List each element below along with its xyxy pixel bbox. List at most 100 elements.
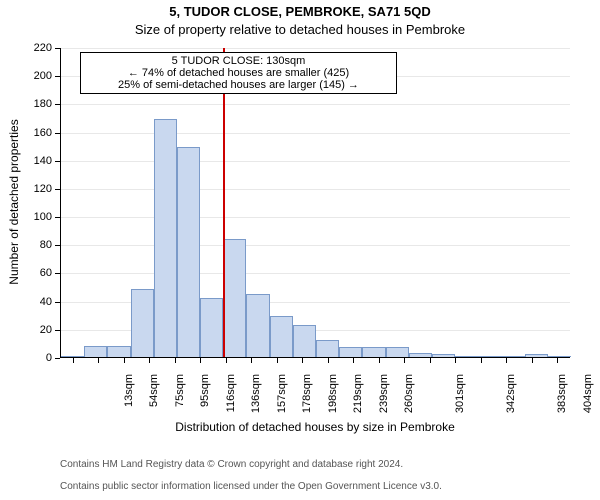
x-tick-label: 198sqm xyxy=(327,374,339,434)
histogram-bar xyxy=(501,356,524,357)
y-axis-label: Number of detached properties xyxy=(7,47,21,357)
x-tick-label: 75sqm xyxy=(174,374,186,434)
y-tick xyxy=(55,245,60,246)
y-tick-label: 20 xyxy=(0,324,52,336)
histogram-bar xyxy=(362,347,385,357)
y-tick xyxy=(55,189,60,190)
x-tick-label: 404sqm xyxy=(582,374,594,434)
x-tick xyxy=(149,358,150,363)
x-tick xyxy=(175,358,176,363)
gridline xyxy=(61,104,570,105)
x-tick-label: 95sqm xyxy=(199,374,211,434)
y-tick xyxy=(55,76,60,77)
histogram-bar xyxy=(84,346,107,357)
x-tick xyxy=(73,358,74,363)
footer-attribution: Contains HM Land Registry data © Crown c… xyxy=(60,448,442,492)
annotation-box: 5 TUDOR CLOSE: 130sqm← 74% of detached h… xyxy=(80,52,396,94)
x-tick-label: 301sqm xyxy=(454,374,466,434)
y-tick-label: 120 xyxy=(0,183,52,195)
gridline xyxy=(61,245,570,246)
histogram-bar xyxy=(386,347,409,357)
x-tick-label: 13sqm xyxy=(123,374,135,434)
x-tick xyxy=(455,358,456,363)
x-tick xyxy=(328,358,329,363)
histogram-bar xyxy=(548,356,571,357)
y-tick xyxy=(55,217,60,218)
x-tick xyxy=(557,358,558,363)
histogram-plot xyxy=(60,48,570,358)
histogram-bar xyxy=(455,356,478,357)
gridline xyxy=(61,217,570,218)
histogram-bar xyxy=(478,356,501,357)
y-tick-label: 180 xyxy=(0,98,52,110)
histogram-bar xyxy=(200,298,223,357)
x-tick xyxy=(251,358,252,363)
footer-line-1: Contains HM Land Registry data © Crown c… xyxy=(60,459,403,470)
marker-line xyxy=(223,48,225,357)
y-tick-label: 80 xyxy=(0,239,52,251)
y-tick xyxy=(55,302,60,303)
x-tick xyxy=(200,358,201,363)
y-tick-label: 160 xyxy=(0,127,52,139)
histogram-bar xyxy=(177,147,200,357)
y-tick xyxy=(55,330,60,331)
x-tick-label: 219sqm xyxy=(352,374,364,434)
x-tick xyxy=(124,358,125,363)
y-tick-label: 40 xyxy=(0,296,52,308)
y-tick xyxy=(55,273,60,274)
y-tick-label: 200 xyxy=(0,70,52,82)
histogram-bar xyxy=(107,346,130,357)
x-tick xyxy=(481,358,482,363)
x-tick xyxy=(302,358,303,363)
footer-line-2: Contains public sector information licen… xyxy=(60,481,442,492)
x-tick-label: 383sqm xyxy=(556,374,568,434)
x-tick xyxy=(404,358,405,363)
histogram-bar xyxy=(131,289,154,357)
histogram-bar xyxy=(525,354,548,357)
x-tick-label: 157sqm xyxy=(276,374,288,434)
page-subtitle: Size of property relative to detached ho… xyxy=(0,22,600,37)
gridline xyxy=(61,48,570,49)
x-tick xyxy=(277,358,278,363)
x-tick-label: 239sqm xyxy=(378,374,390,434)
y-tick xyxy=(55,48,60,49)
y-tick-label: 100 xyxy=(0,211,52,223)
annotation-line: 25% of semi-detached houses are larger (… xyxy=(87,79,389,91)
x-tick xyxy=(506,358,507,363)
x-tick-label: 54sqm xyxy=(148,374,160,434)
annotation-line: 5 TUDOR CLOSE: 130sqm xyxy=(87,55,389,67)
x-tick xyxy=(353,358,354,363)
histogram-bar xyxy=(409,353,432,357)
page-title: 5, TUDOR CLOSE, PEMBROKE, SA71 5QD xyxy=(0,4,600,19)
y-tick xyxy=(55,161,60,162)
x-tick-label: 136sqm xyxy=(250,374,262,434)
y-tick xyxy=(55,358,60,359)
histogram-bar xyxy=(246,294,269,357)
x-tick-label: 116sqm xyxy=(225,374,237,434)
x-tick xyxy=(98,358,99,363)
y-tick-label: 140 xyxy=(0,155,52,167)
x-tick xyxy=(226,358,227,363)
gridline xyxy=(61,189,570,190)
gridline xyxy=(61,161,570,162)
x-tick-label: 342sqm xyxy=(505,374,517,434)
x-tick xyxy=(379,358,380,363)
x-tick xyxy=(430,358,431,363)
histogram-bar xyxy=(432,354,455,357)
histogram-bar xyxy=(154,119,177,357)
x-tick xyxy=(532,358,533,363)
x-tick-label: 260sqm xyxy=(403,374,415,434)
x-tick-label: 178sqm xyxy=(301,374,313,434)
histogram-bar xyxy=(270,316,293,357)
y-tick-label: 60 xyxy=(0,267,52,279)
histogram-bar xyxy=(339,347,362,357)
gridline xyxy=(61,273,570,274)
histogram-bar xyxy=(293,325,316,357)
histogram-bar xyxy=(223,239,246,357)
y-tick-label: 0 xyxy=(0,352,52,364)
gridline xyxy=(61,133,570,134)
x-axis-label: Distribution of detached houses by size … xyxy=(60,420,570,434)
y-tick xyxy=(55,133,60,134)
y-tick-label: 220 xyxy=(0,42,52,54)
histogram-bar xyxy=(316,340,339,357)
